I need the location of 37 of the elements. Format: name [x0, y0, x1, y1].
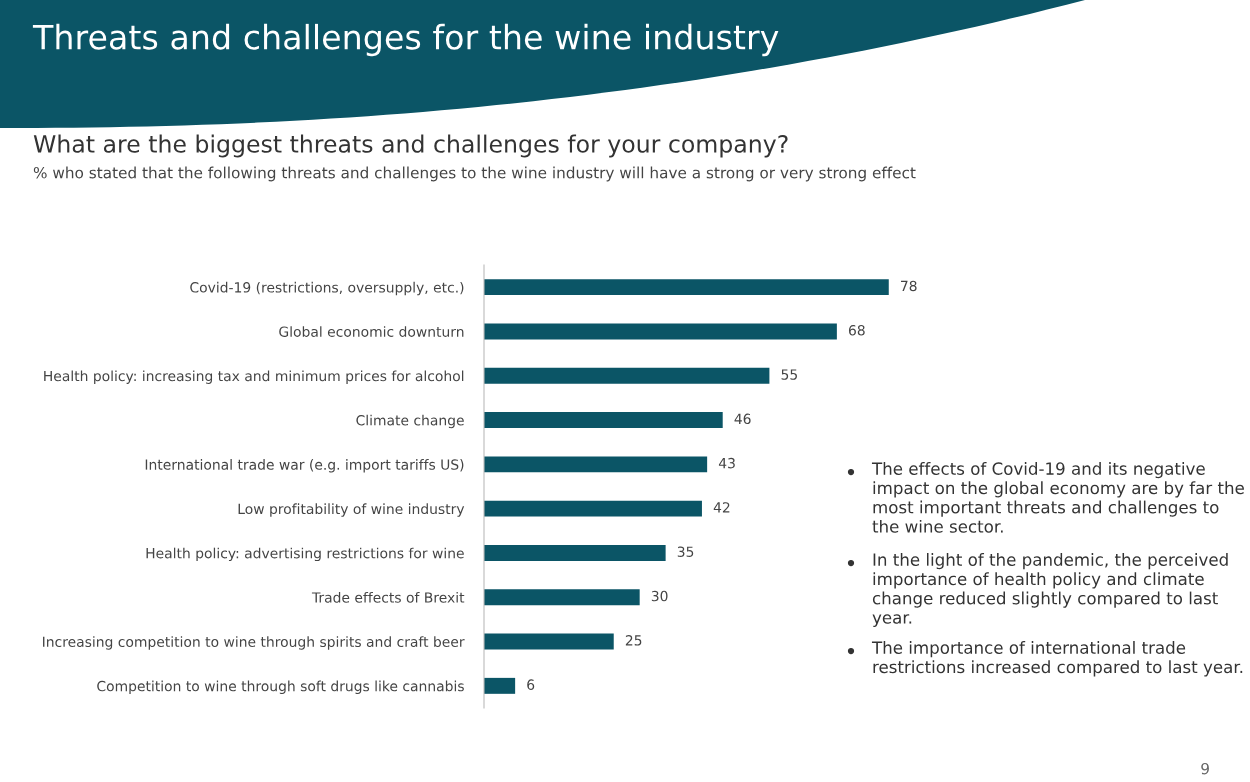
bar	[484, 323, 837, 340]
data-label: 35	[677, 546, 694, 557]
bar	[484, 412, 723, 429]
annotation: In the light of the pandemic, the perceived importance of health policy and climate change reduced slightly compared to last year.	[872, 553, 1228, 628]
text: % who stated that the following threats and challenges to the wine industry will have a strong or very strong effect	[33, 166, 916, 182]
y-tick-label: Trade effects of Brexit	[311, 591, 465, 603]
y-tick-label: Global economic downturn	[279, 326, 464, 337]
bar	[484, 677, 516, 694]
bar	[484, 367, 770, 384]
y-tick-label: Low profitability of wine industry	[238, 503, 465, 517]
annotation: The importance of international trade restrictions increased compared to last year.	[871, 641, 1243, 677]
text: 9	[1201, 762, 1209, 775]
bar	[484, 500, 702, 517]
data-label: 25	[625, 635, 642, 646]
y-tick-label: Health policy: advertising restrictions for wine	[146, 547, 464, 562]
data-label: 30	[651, 590, 668, 602]
y-tick-label: International trade war (e.g. import tariffs US)	[145, 459, 464, 473]
y-tick-label: Health policy: increasing tax and minimum prices for alcohol	[44, 370, 464, 384]
bar	[484, 279, 889, 296]
data-label: 6	[527, 679, 535, 690]
data-label: 55	[781, 369, 797, 380]
data-label: 68	[848, 324, 865, 336]
bar	[484, 456, 708, 473]
bar	[484, 589, 640, 606]
y-tick-label: Covid-19 (restrictions, oversupply, etc.)	[190, 281, 464, 296]
bar	[484, 633, 614, 650]
y-tick-label: Competition to wine through soft drugs like cannabis	[97, 680, 464, 695]
y-tick-label: Increasing competition to wine through spirits and craft beer	[43, 636, 465, 650]
data-label: 78	[901, 280, 917, 292]
data-label: 42	[713, 502, 730, 513]
chart-subtitle: What are the biggest threats and challenges for your company?	[33, 134, 788, 158]
bar	[484, 544, 666, 561]
data-label: 43	[718, 457, 735, 469]
data-label: 46	[734, 413, 751, 425]
annotation: The effects of Covid-19 and its negative impact on the global economy are by far the most important threats and challenges to the wine sector.	[871, 462, 1244, 533]
chart-title: Threats and challenges for the wine industry	[32, 23, 779, 57]
y-tick-label: Climate change	[356, 414, 464, 429]
